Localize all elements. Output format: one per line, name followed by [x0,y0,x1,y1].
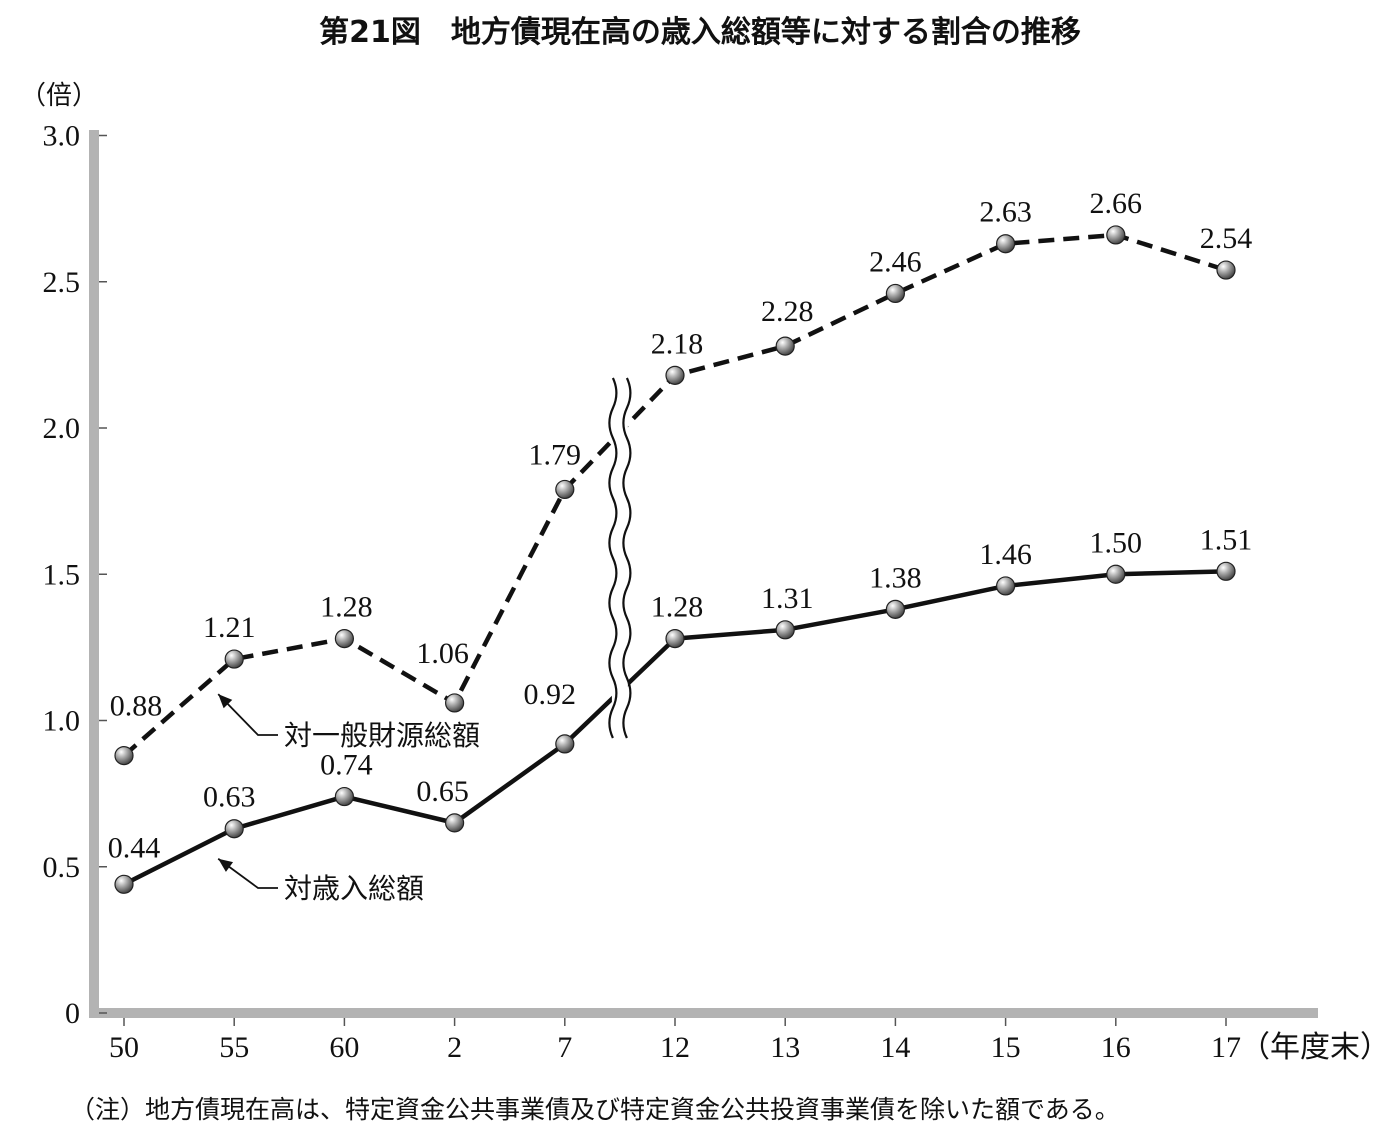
x-tick-label: 7 [557,1031,572,1064]
y-axis-unit: （倍） [20,81,98,111]
y-tick-label: 3.0 [43,120,81,153]
series-line [122,232,1227,758]
data-point [334,628,354,649]
x-axis-unit: （年度末） [1240,1031,1390,1064]
data-label: 2.66 [1090,187,1143,220]
data-label: 1.51 [1200,523,1253,556]
series-1: 0.44 0.63 0.74 0.65 0.92 1.28 1.31 1.38 1.46 1.50… [108,523,1253,894]
axes [89,130,1318,1018]
callout-arrowhead [218,858,234,872]
y-tick-label: 1.5 [43,558,81,591]
data-point [334,786,354,807]
y-tick-label: 2.5 [43,266,81,299]
data-label: 2.18 [651,327,704,360]
data-label: 1.28 [320,591,373,624]
x-tick-label: 16 [1101,1031,1131,1064]
data-label: 1.46 [979,538,1032,571]
data-label: 1.06 [416,637,469,670]
y-axis-ticks: 0 0.5 1.0 1.5 2.0 2.5 3.0 [43,120,107,1030]
data-label: 0.92 [524,678,577,711]
x-tick-label: 15 [991,1031,1021,1064]
data-label: 0.74 [320,749,373,782]
data-point [445,813,465,833]
data-point [665,365,685,385]
data-point [1106,225,1126,245]
data-label: 1.31 [761,582,814,615]
data-label: 2.63 [979,196,1032,229]
x-tick-label: 60 [329,1031,359,1064]
y-tick-label: 0 [65,997,80,1030]
x-tick-label: 12 [660,1031,690,1064]
data-point [775,620,795,640]
data-label: 2.54 [1200,222,1253,255]
data-point [1216,561,1236,581]
x-tick-label: 14 [880,1031,910,1064]
data-label: 1.50 [1090,526,1143,559]
series-name-label: 対歳入総額 [284,872,424,905]
footnote: （注）地方債現在高は、特定資金公共事業債及び特定資金公共投資事業債を除いた額であ… [70,1095,1120,1124]
break-gap [611,378,628,740]
data-label: 1.38 [869,561,922,594]
y-tick-label: 0.5 [43,851,81,884]
data-point [114,745,134,766]
series-callout: 対歳入総額 [217,857,424,905]
x-tick-label: 17 [1211,1031,1241,1064]
data-point [445,693,465,713]
data-label: 0.88 [110,690,163,723]
callout-leader [217,857,278,889]
data-label: 2.28 [761,295,814,328]
data-label: 0.63 [203,781,256,814]
data-label: 2.46 [869,245,922,278]
x-tick-label: 50 [109,1031,139,1064]
callout-leader [217,693,278,736]
callout-arrowhead [218,694,233,709]
data-label: 1.21 [203,611,256,644]
data-label: 0.44 [108,831,161,864]
break-wave-left [608,377,618,739]
data-point [885,599,906,619]
data-point [995,576,1016,596]
series-0: 0.88 1.21 1.28 1.06 1.79 2.18 2.28 2.46 2.63 2.66… [110,187,1253,766]
data-point [995,234,1016,254]
x-tick-label: 13 [770,1031,800,1064]
data-point [555,479,575,500]
series-layer: 0.88 1.21 1.28 1.06 1.79 2.18 2.28 2.46 2.63 2.66… [108,187,1253,894]
y-tick-label: 1.0 [43,705,81,738]
data-point [665,628,685,649]
data-point [885,283,906,304]
data-label: 1.79 [529,438,582,471]
x-axis-ticks: 50 55 60 2 7 12 13 14 15 16 17 [109,1018,1241,1064]
x-tick-label: 55 [219,1031,249,1064]
data-point [224,649,244,669]
data-label: 0.65 [416,775,469,808]
break-wave-right [622,377,632,739]
y-tick-label: 2.0 [43,412,81,445]
data-point [224,819,244,839]
series-callout: 対一般財源総額 [217,693,480,752]
data-label: 1.28 [651,591,704,624]
axis-break-mark [608,377,632,740]
data-point [1106,564,1126,584]
data-point [1216,260,1236,280]
data-point [775,336,795,356]
x-tick-label: 2 [447,1031,462,1064]
data-point [114,874,134,894]
series-name-label: 対一般財源総額 [284,719,480,752]
chart-title: 第21図 地方債現在高の歳入総額等に対する割合の推移 [319,15,1081,50]
data-point [555,734,575,754]
